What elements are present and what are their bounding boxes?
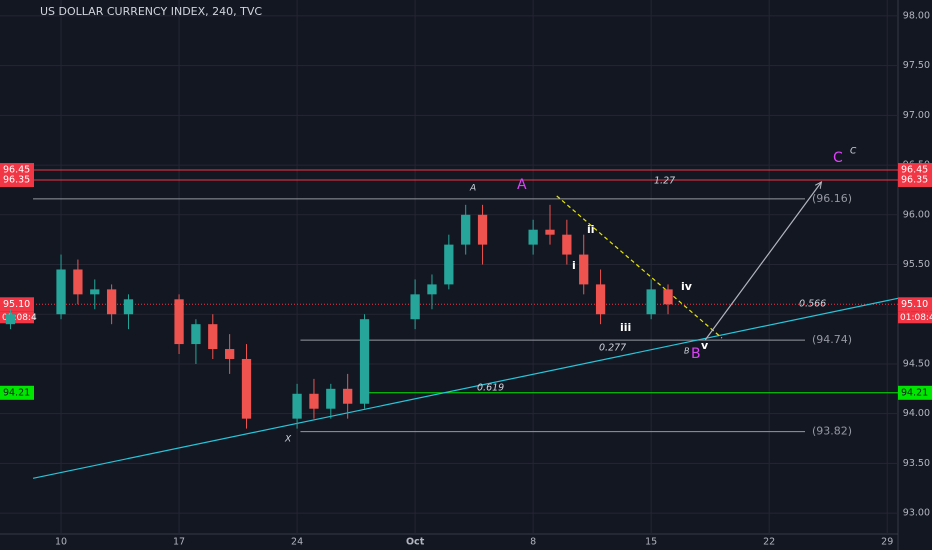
price-tag [898,385,932,400]
projection [704,181,822,341]
price-tag-label: 96.45 [3,165,30,176]
candle-body [461,214,471,245]
fib-label: 0.566 [799,299,826,310]
price-tag [0,385,34,400]
fib-label: 0.619 [477,383,504,394]
candle-body [326,388,336,409]
level-label: (96.16) [812,192,852,205]
price-tag-label: 96.45 [901,165,928,176]
candle-body [477,214,488,245]
candle-body [579,254,589,285]
level-label: (94.74) [812,333,852,346]
wave-label: iv [681,280,693,293]
candle-body [359,319,370,404]
candle-body [5,314,16,325]
wave-label: i [572,259,576,272]
candle-body [444,244,454,285]
wave-label: X [284,435,292,445]
y-tick-label: 94.50 [903,358,930,369]
y-tick-label: 97.50 [903,60,930,71]
wave-label: v [701,339,709,352]
x-tick-label: 24 [291,537,303,548]
candle-body [90,289,100,295]
candle-body [292,393,302,419]
candle-body [208,324,218,350]
y-tick-label: 98.00 [903,10,930,21]
wedge [556,195,723,339]
y-tick-label: 93.00 [903,508,930,519]
countdown: 01:08:4 [900,313,932,323]
y-tick-label: 97.00 [903,110,930,121]
price-tag [898,172,932,187]
wave-label: B [684,347,690,356]
candle-body [309,393,319,409]
candle-body [106,289,117,315]
candle-body [191,324,201,345]
candle-body [646,289,656,315]
price-tag [898,297,932,312]
candle-body [663,289,673,305]
candle-body [174,299,184,345]
x-tick-label: 10 [55,537,67,548]
candle-body [545,229,555,235]
candle-body [225,349,235,359]
x-tick-label: 8 [530,537,536,548]
candle-body [123,299,134,315]
x-tick-label: 15 [645,537,657,548]
trendline [32,297,899,479]
wave-label: C [833,150,843,166]
wave-label: B [691,346,701,362]
wave-label: iii [620,321,631,334]
fib-label: 1.27 [654,176,675,187]
y-tick-label: 95.50 [903,259,930,270]
level-label: (93.82) [812,425,852,438]
x-tick-label: 29 [881,537,893,548]
candle-body [410,294,420,320]
candle-body [241,358,252,419]
arrow-head [815,181,823,189]
x-tick-label: 22 [763,537,775,548]
candle-body [73,269,83,295]
candle-body [595,284,606,315]
y-tick-label: 93.50 [903,458,930,469]
price-tag-label: 94.21 [901,387,928,398]
price-tag-label: 95.10 [3,299,30,310]
wave-label: A [517,177,527,193]
x-tick-label: Oct [406,537,425,548]
candle-body [562,234,572,255]
candle-body [56,269,66,315]
price-tag-label: 95.10 [901,299,928,310]
price-tag-label: 96.35 [901,174,928,185]
y-tick-label: 96.00 [903,209,930,220]
fib-label: 0.277 [599,343,626,354]
x-tick-label: 17 [173,537,185,548]
candle-body [528,229,538,245]
candle-body [427,284,437,295]
chart-title: US DOLLAR CURRENCY INDEX, 240, TVC [40,5,262,18]
price-tag-label: 94.21 [3,387,30,398]
price-tag [0,172,34,187]
price-axis [898,0,932,550]
wave-label: C [850,147,857,157]
wave-label: A [469,184,476,194]
price-tag-label: 96.35 [3,174,30,185]
candle-body [343,388,353,404]
y-tick-label: 94.00 [903,408,930,419]
price-tag [0,297,34,312]
wave-label: ii [587,223,595,236]
countdown-tag [898,311,932,324]
countdown: 01:08:4 [2,313,37,323]
